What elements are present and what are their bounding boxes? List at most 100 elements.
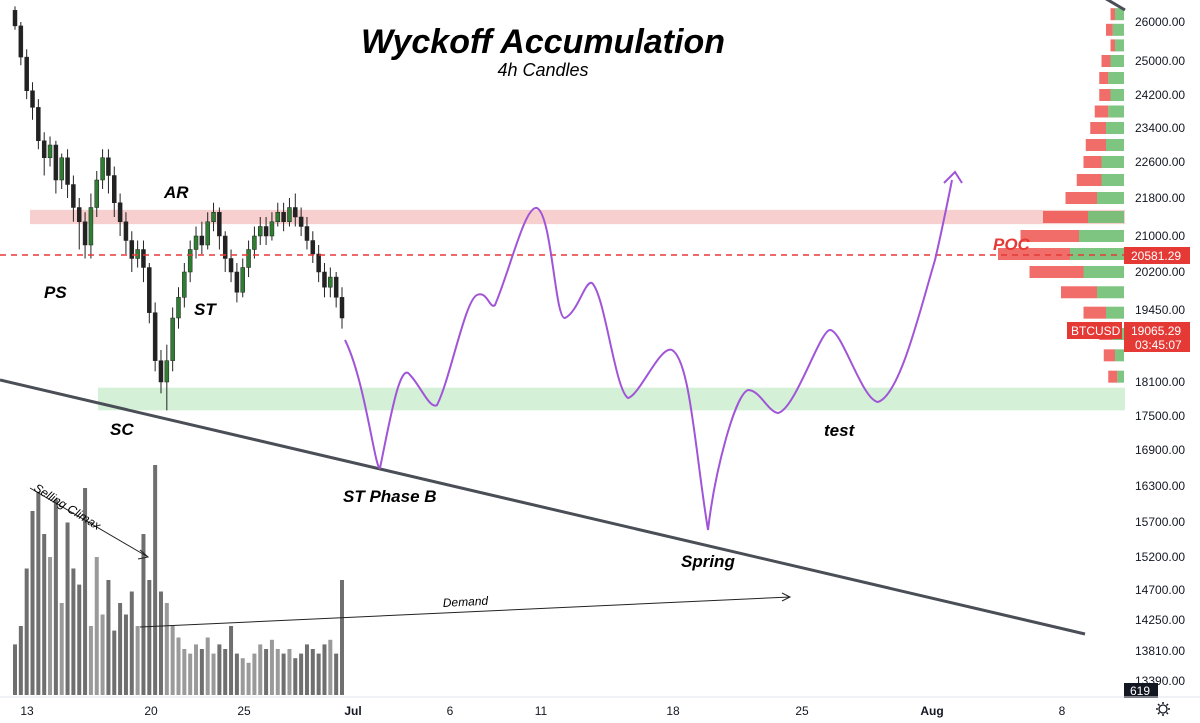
candle-down bbox=[222, 235, 228, 259]
candle-down bbox=[82, 221, 88, 246]
profile-sell-bar bbox=[1110, 39, 1115, 52]
volume-bar bbox=[83, 488, 88, 695]
volume-bar bbox=[170, 626, 175, 695]
price-axis: 26000.00 25000.00 24200.00 23400.00 22600.00… bbox=[1135, 15, 1185, 688]
volume-bars bbox=[13, 465, 344, 695]
candle-down bbox=[298, 216, 304, 227]
volume-bar bbox=[211, 653, 216, 695]
chart-title: Wyckoff Accumulation bbox=[361, 23, 725, 61]
profile-buy-bar bbox=[1115, 39, 1124, 52]
volume-bar bbox=[164, 603, 169, 695]
candle-up bbox=[240, 267, 245, 293]
profile-sell-bar bbox=[1043, 211, 1088, 223]
profile-sell-bar bbox=[1020, 230, 1079, 242]
volume-bar bbox=[123, 614, 128, 695]
candle-down bbox=[281, 212, 286, 222]
resistance-zone bbox=[30, 209, 1125, 225]
price-tick-label: 25000.00 bbox=[1135, 54, 1185, 68]
demand-arrow bbox=[139, 596, 791, 628]
candle-down bbox=[263, 226, 269, 237]
profile-sell-bar bbox=[1029, 266, 1084, 278]
price-tick-label: 21000.00 bbox=[1135, 229, 1185, 243]
settings-gear-icon[interactable] bbox=[1156, 702, 1170, 716]
volume-badge bbox=[1124, 683, 1158, 698]
volume-bar bbox=[234, 653, 239, 695]
volume-bar bbox=[158, 591, 163, 695]
volume-bar bbox=[217, 644, 222, 695]
volume-bar bbox=[88, 626, 93, 695]
candle-down bbox=[117, 202, 123, 222]
candle-up bbox=[176, 297, 181, 319]
price-tick-label: 16300.00 bbox=[1135, 479, 1185, 493]
candle-up bbox=[275, 212, 281, 222]
current-price-text: 19065.29 bbox=[1131, 324, 1181, 338]
volume-bar bbox=[48, 557, 53, 695]
volume-bar bbox=[223, 649, 228, 695]
price-tick-label: 14250.00 bbox=[1135, 613, 1185, 627]
profile-sell-bar bbox=[1065, 192, 1097, 204]
profile-buy-bar bbox=[1106, 306, 1124, 319]
price-tick-label: 15200.00 bbox=[1135, 550, 1185, 564]
profile-buy-bar bbox=[1101, 174, 1124, 186]
candle-up bbox=[59, 157, 64, 181]
price-tick-label: 19450.00 bbox=[1135, 303, 1185, 317]
price-tick-label: 15700.00 bbox=[1135, 515, 1185, 529]
price-tick-label: 26000.00 bbox=[1135, 15, 1185, 29]
profile-sell-bar bbox=[1108, 370, 1118, 383]
candle-down bbox=[129, 240, 135, 259]
profile-sell-bar bbox=[1085, 139, 1106, 151]
profile-buy-bar bbox=[1079, 230, 1124, 242]
profile-buy-bar bbox=[1115, 8, 1124, 21]
candle-up bbox=[187, 249, 193, 273]
profile-buy-bar bbox=[1097, 286, 1124, 299]
profile-sell-bar bbox=[1103, 349, 1115, 362]
volume-bar bbox=[310, 649, 315, 695]
volume-bar bbox=[229, 626, 234, 695]
profile-sell-bar bbox=[1110, 8, 1115, 21]
volume-bar bbox=[293, 658, 298, 695]
volume-bar bbox=[36, 492, 41, 695]
volume-bar bbox=[287, 649, 292, 695]
label-test: test bbox=[824, 421, 856, 440]
projected-path bbox=[344, 179, 953, 531]
volume-bar bbox=[322, 644, 327, 695]
candle-up bbox=[287, 207, 292, 222]
profile-buy-bar bbox=[1110, 89, 1124, 101]
time-tick-label: 25 bbox=[795, 704, 809, 718]
time-axis: 13 20 25 Jul 6 11 18 25 Aug 8 bbox=[20, 704, 1065, 718]
label-poc: POC bbox=[993, 235, 1031, 254]
price-tick-label: 22600.00 bbox=[1135, 155, 1185, 169]
time-tick-label: 13 bbox=[20, 704, 34, 718]
profile-sell-bar bbox=[1099, 89, 1111, 101]
chart-subtitle: 4h Candles bbox=[497, 60, 588, 80]
label-st: ST bbox=[194, 300, 217, 319]
volume-bar bbox=[188, 653, 193, 695]
candle-down bbox=[123, 221, 129, 241]
profile-buy-bar bbox=[1115, 349, 1124, 362]
profile-buy-bar bbox=[1117, 370, 1124, 383]
poc-price-text: 20581.29 bbox=[1131, 249, 1181, 263]
volume-bar bbox=[258, 644, 263, 695]
volume-bar bbox=[153, 465, 158, 695]
volume-bar bbox=[30, 511, 35, 695]
volume-bar bbox=[118, 603, 123, 695]
candle-up bbox=[211, 212, 216, 222]
candle-up bbox=[47, 144, 53, 158]
candles-layer bbox=[12, 6, 345, 411]
candle-down bbox=[217, 212, 222, 237]
price-tick-label: 16900.00 bbox=[1135, 443, 1185, 457]
candle-down bbox=[24, 56, 29, 91]
volume-bar bbox=[205, 637, 210, 695]
candle-down bbox=[53, 144, 59, 181]
candle-up bbox=[94, 179, 99, 208]
volume-bar bbox=[59, 603, 64, 695]
volume-bar bbox=[176, 637, 181, 695]
time-tick-label: 18 bbox=[666, 704, 680, 718]
candle-up bbox=[182, 271, 187, 298]
selling-climax-arrowhead bbox=[137, 549, 150, 560]
volume-bar bbox=[147, 580, 152, 695]
label-sc: SC bbox=[110, 420, 134, 439]
candle-down bbox=[41, 140, 47, 158]
candle-down bbox=[316, 253, 321, 273]
